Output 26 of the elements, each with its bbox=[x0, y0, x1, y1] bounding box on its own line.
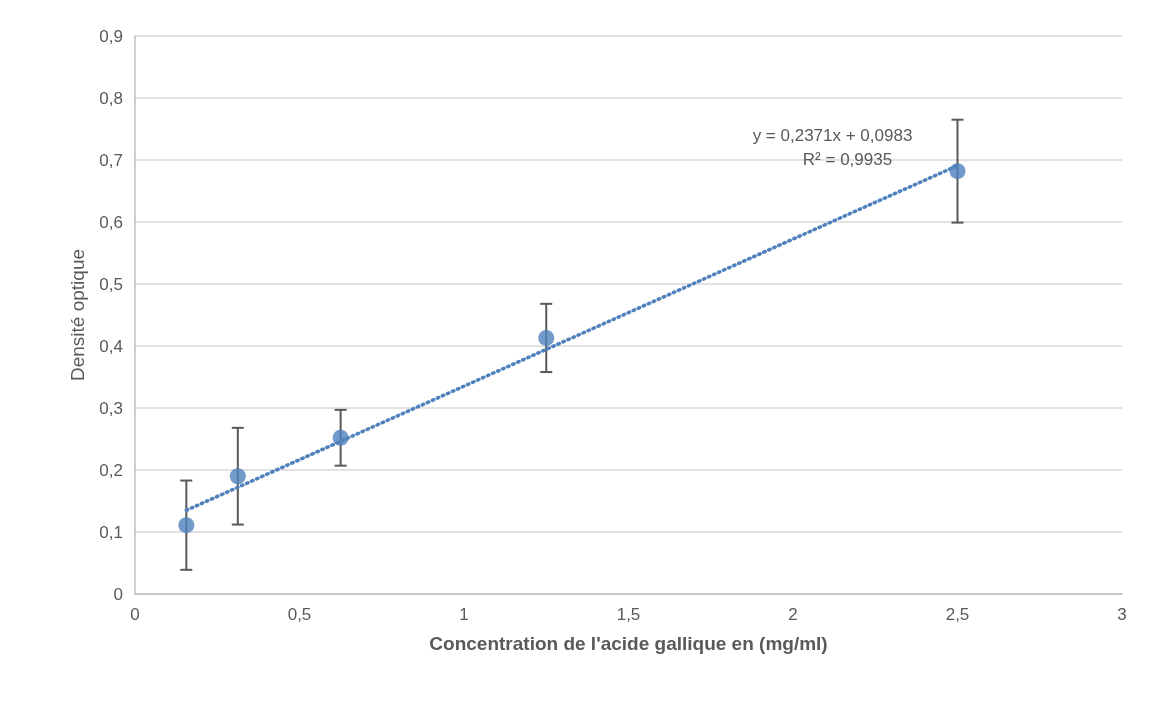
y-tick-label: 0,5 bbox=[99, 274, 123, 294]
x-tick-label: 3 bbox=[1117, 605, 1127, 624]
x-axis-title: Concentration de l'acide gallique en (mg/ml) bbox=[429, 633, 828, 654]
y-tick-label: 0,6 bbox=[99, 212, 123, 232]
point bbox=[332, 429, 349, 446]
y-tick-label: 0,8 bbox=[99, 88, 123, 108]
point bbox=[229, 468, 246, 485]
x-tick-label: 2 bbox=[788, 605, 798, 624]
x-tick-label: 2,5 bbox=[945, 605, 970, 624]
annotation: y = 0,2371x + 0,0983 bbox=[752, 126, 913, 146]
y-tick-label: 0,7 bbox=[99, 150, 123, 170]
point bbox=[949, 163, 966, 180]
y-tick-label: 0 bbox=[113, 584, 123, 604]
x-tick-label: 1,5 bbox=[616, 605, 641, 624]
y-tick-label: 0,4 bbox=[99, 336, 123, 356]
point bbox=[178, 517, 195, 534]
x-tick-label: 1 bbox=[459, 605, 469, 624]
x-tick-label: 0 bbox=[130, 605, 140, 624]
x-tick-label: 0,5 bbox=[287, 605, 312, 624]
y-tick-label: 0,3 bbox=[99, 398, 123, 418]
y-tick-label: 0,9 bbox=[99, 26, 123, 46]
y-tick-label: 0,1 bbox=[99, 522, 123, 542]
point bbox=[538, 329, 555, 346]
y-tick-label: 0,2 bbox=[99, 460, 123, 480]
annotation: R² = 0,9935 bbox=[802, 150, 893, 170]
y-axis-title: Densité optique bbox=[67, 248, 88, 382]
